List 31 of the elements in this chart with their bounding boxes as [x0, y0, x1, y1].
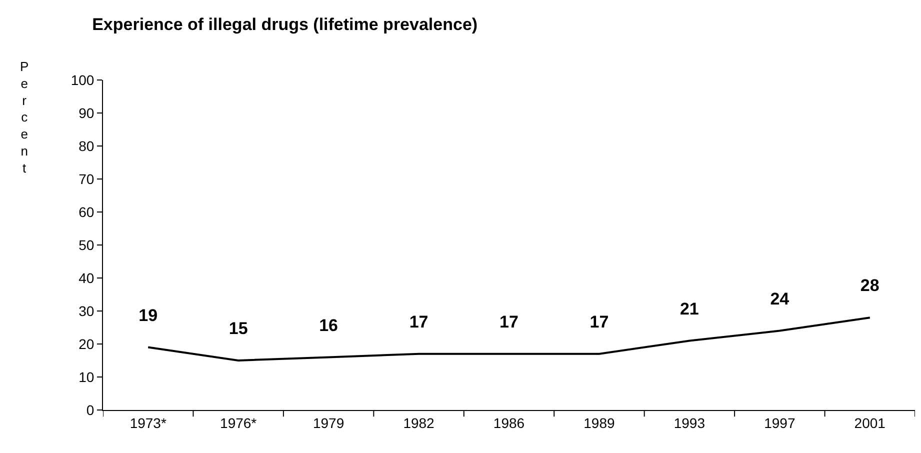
- x-tick-label: 1997: [764, 414, 796, 431]
- x-tick-label: 2001: [854, 414, 886, 431]
- data-label: 17: [409, 312, 428, 332]
- y-tick-label: 50: [78, 236, 94, 253]
- x-tick-label: 1986: [493, 414, 525, 431]
- y-tick-label: 30: [78, 302, 94, 319]
- x-tick-label: 1989: [584, 414, 615, 431]
- y-tick-label: 70: [78, 170, 94, 187]
- y-tick-label: 90: [78, 104, 94, 121]
- y-tick-label: 0: [86, 402, 94, 418]
- data-label: 19: [138, 306, 158, 325]
- data-label: 28: [860, 276, 880, 296]
- data-label: 17: [590, 312, 609, 332]
- data-label: 16: [319, 316, 338, 335]
- y-tick-label: 10: [78, 368, 94, 385]
- y-axis-title: Percent: [20, 59, 29, 176]
- x-tick-label: 1982: [403, 414, 435, 431]
- data-label: 21: [680, 299, 699, 318]
- y-tick-label: 40: [78, 270, 94, 286]
- x-tick-label: 1973*: [130, 414, 167, 431]
- y-tick-label: 80: [78, 138, 94, 154]
- x-tick-label: 1979: [312, 414, 344, 431]
- y-tick-label: 100: [70, 72, 94, 88]
- data-label: 15: [228, 319, 248, 338]
- data-label: 17: [500, 312, 518, 332]
- chart-title: Experience of illegal drugs (lifetime prevalence): [92, 15, 478, 34]
- y-tick-label: 20: [78, 336, 94, 352]
- data-label: 24: [770, 289, 790, 308]
- y-tick-label: 60: [78, 204, 94, 220]
- x-tick-label: 1993: [674, 414, 706, 431]
- x-tick-label: 1976*: [220, 414, 258, 431]
